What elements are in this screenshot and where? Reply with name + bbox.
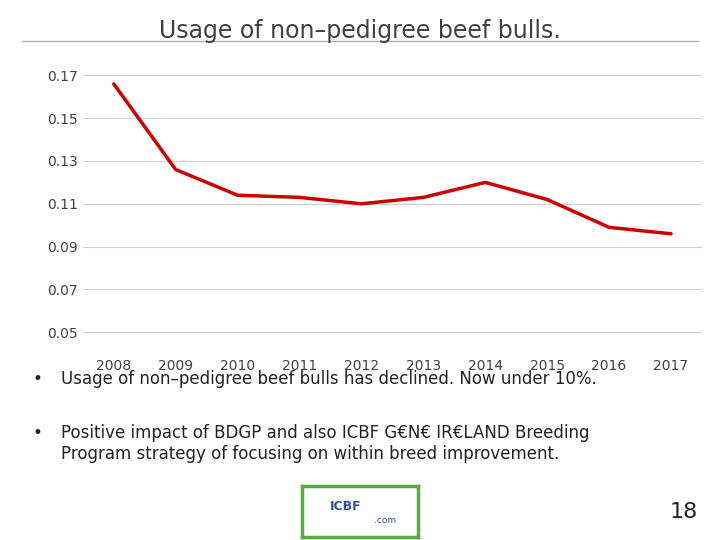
Text: •: • (32, 424, 42, 442)
Text: Positive impact of BDGP and also ICBF G€N€ IR€LAND Breeding
Program strategy of : Positive impact of BDGP and also ICBF G€… (61, 424, 590, 463)
Text: ICBF: ICBF (330, 500, 362, 513)
Text: •: • (32, 370, 42, 388)
Text: Usage of non–pedigree beef bulls.: Usage of non–pedigree beef bulls. (159, 19, 561, 43)
Text: Usage of non–pedigree beef bulls has declined. Now under 10%.: Usage of non–pedigree beef bulls has dec… (61, 370, 597, 388)
Text: .com: .com (374, 516, 397, 525)
Text: © Irish Cattle Breeding Federation Soc Ltd 2013: © Irish Cattle Breeding Federation Soc L… (11, 507, 262, 517)
Text: 18: 18 (670, 502, 698, 522)
